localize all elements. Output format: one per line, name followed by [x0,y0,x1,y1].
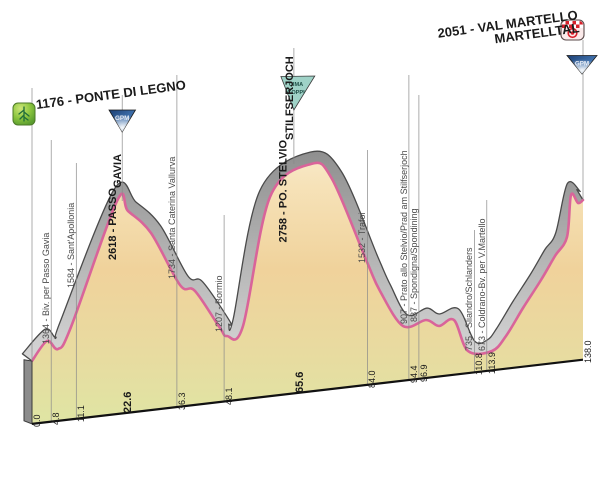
svg-text:GPM: GPM [115,115,129,122]
svg-text:GPM: GPM [575,61,589,68]
